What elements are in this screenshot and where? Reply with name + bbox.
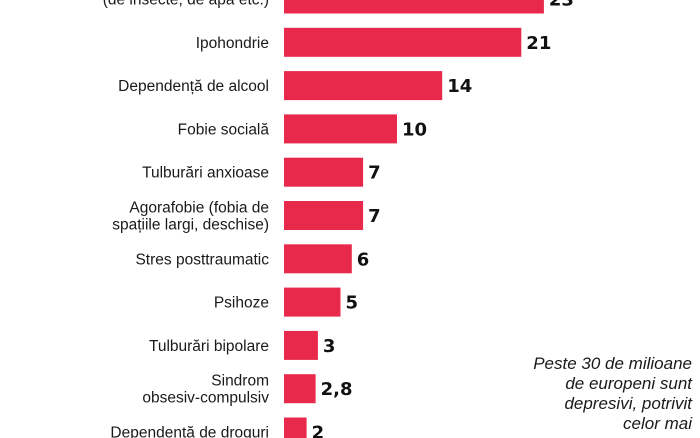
category-label-5-line-1: spațiile largi, deschise) [112,217,269,234]
value-label-1: 21 [526,33,551,54]
bar-6 [284,244,352,274]
value-label-2: 14 [447,76,472,97]
category-label-7: Psihoze [214,295,269,312]
bar-0 [284,0,544,14]
category-label-5-line-0: Agorafobie (fobia de [129,200,269,217]
value-label-7: 5 [346,293,359,314]
category-label-2: Dependență de alcool [118,78,269,95]
annotation-note: Peste 30 de milioane de europeni sunt de… [533,354,692,433]
category-label-4: Tulburări anxioase [142,165,269,182]
category-label-8: Tulburări bipolare [149,338,269,355]
bar-4 [284,157,364,187]
category-label-1: Ipohondrie [196,35,269,52]
category-label-10: Dependență de droguri [110,425,269,438]
value-label-3: 10 [402,119,427,140]
value-label-5: 7 [368,206,381,227]
value-label-10: 2 [312,423,325,438]
bar-9 [284,374,316,404]
category-label-3: Fobie socială [178,121,270,138]
bar-2 [284,71,443,101]
bar-7 [284,287,341,317]
bar-8 [284,330,318,360]
category-label-9-line-0: Sindrom [211,373,269,390]
bar-10 [284,417,307,438]
value-label-4: 7 [368,163,381,184]
bar-5 [284,201,364,230]
value-label-6: 6 [357,249,370,270]
value-label-9: 2,8 [321,379,353,400]
value-label-8: 3 [323,336,336,357]
bar-3 [284,114,397,144]
value-label-0: 23 [549,0,574,11]
bar-1 [284,27,522,57]
category-label-9-line-1: obsesiv-compulsiv [142,390,269,407]
category-label-0: (de insecte, de apă etc.) [103,0,269,9]
category-label-6: Stres posttraumatic [135,251,269,268]
